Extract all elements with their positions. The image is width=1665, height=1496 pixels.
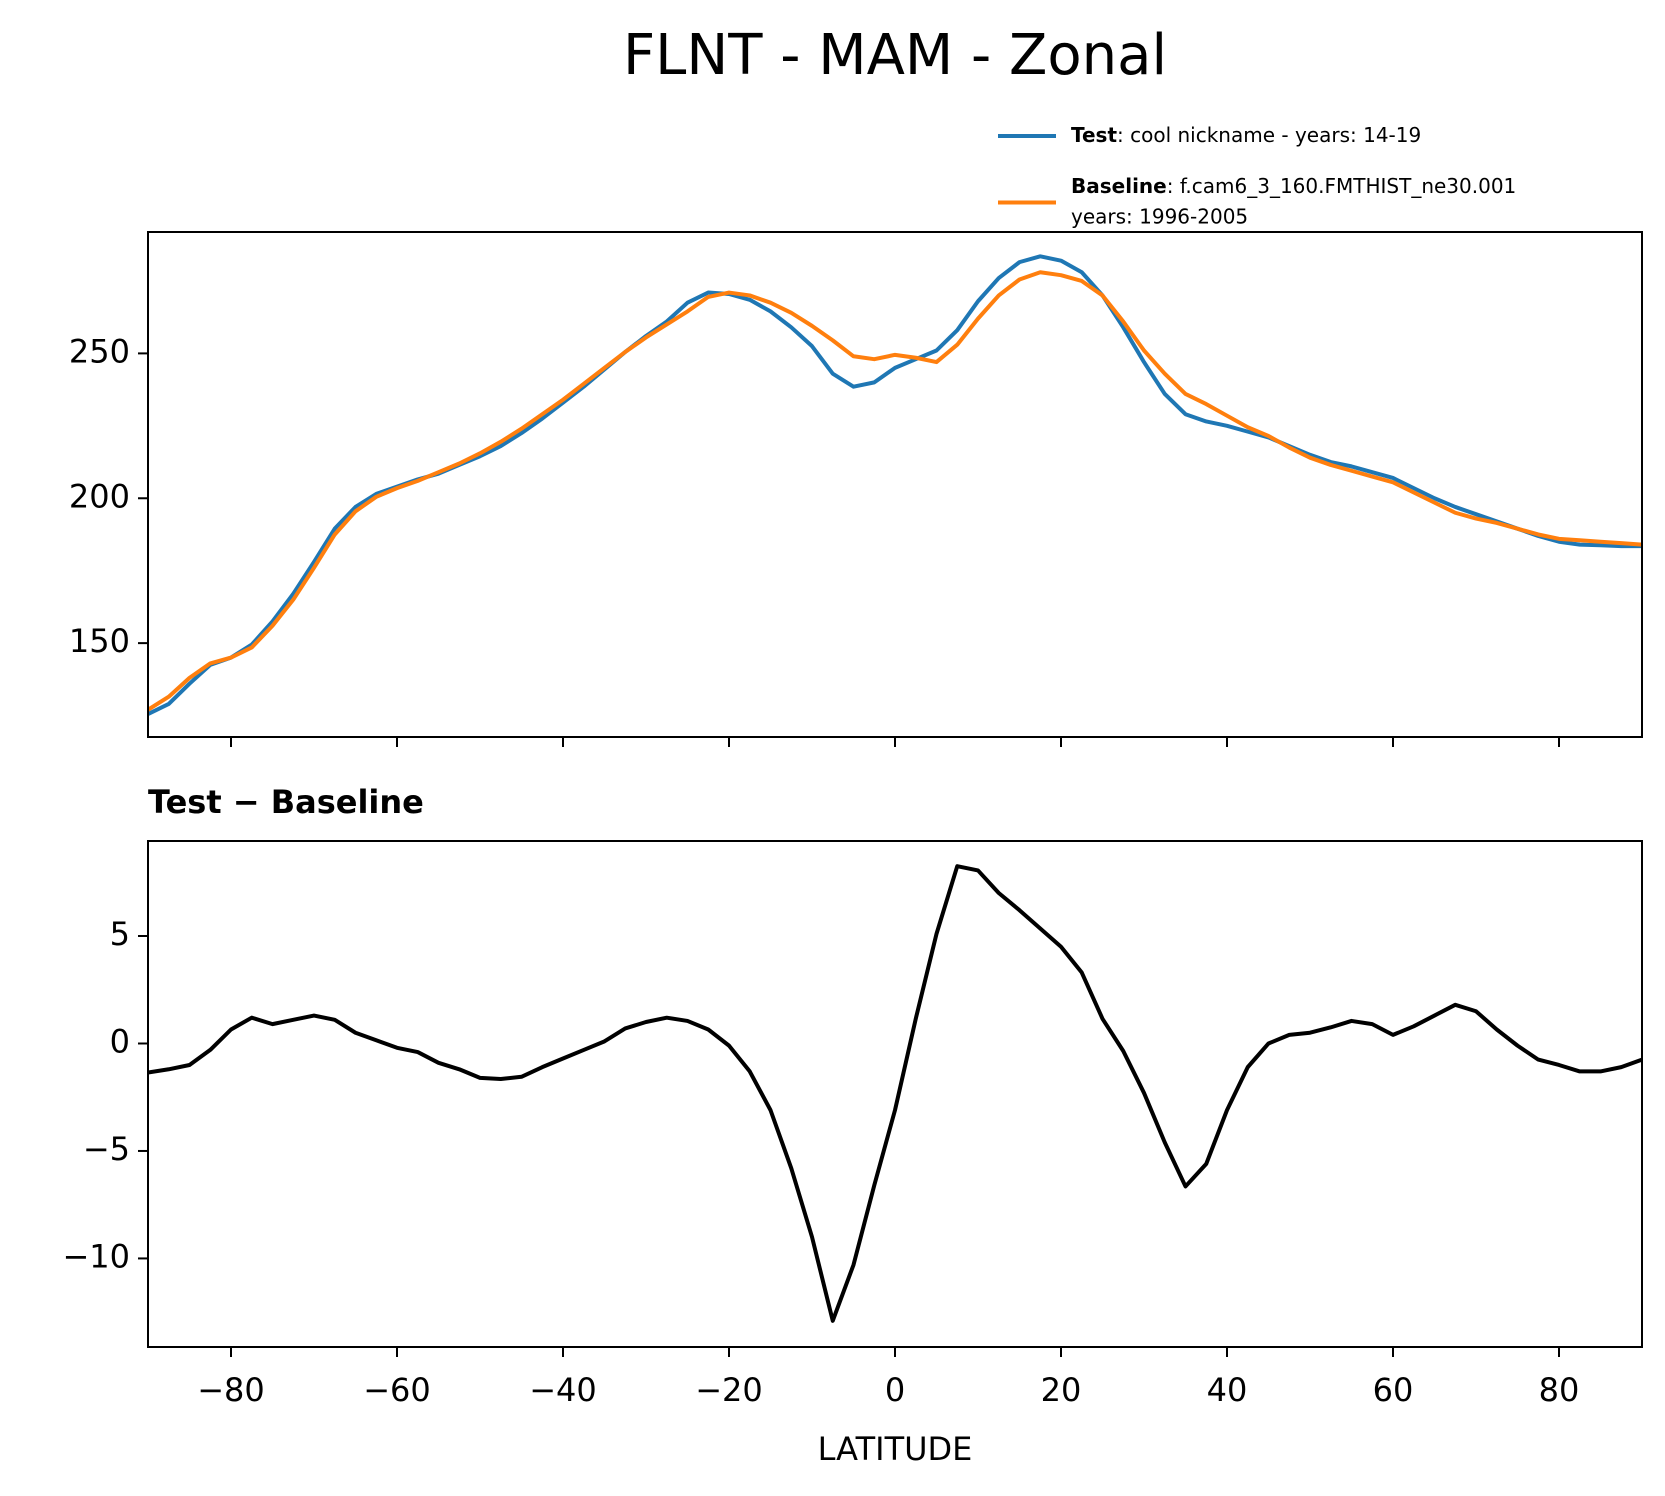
y-tick-label: 150	[69, 622, 130, 660]
legend-label: : f.cam6_3_160.FMTHIST_ne30.001	[1167, 174, 1517, 198]
x-tick-label: −80	[197, 1371, 265, 1409]
x-tick-label: −20	[695, 1371, 763, 1409]
data-line	[148, 270, 1642, 712]
y-tick-label: 250	[69, 332, 130, 370]
figure-title: FLNT - MAM - Zonal	[623, 23, 1167, 88]
x-tick-label: −60	[363, 1371, 431, 1409]
axes-frame	[147, 231, 1643, 738]
legend-label: : cool nickname - years: 14-19	[1117, 123, 1421, 147]
x-tick-label: 60	[1373, 1371, 1414, 1409]
x-tick-label: 80	[1539, 1371, 1580, 1409]
x-axis-label: LATITUDE	[818, 1430, 973, 1468]
x-tick-label: −40	[529, 1371, 597, 1409]
legend-text: Test: cool nickname - years: 14-19	[1071, 123, 1421, 147]
legend-text: Baseline: f.cam6_3_160.FMTHIST_ne30.001	[1071, 174, 1516, 198]
y-tick-label: 5	[110, 915, 130, 953]
axes-title: Test − Baseline	[148, 783, 424, 821]
y-tick-label: 200	[69, 477, 130, 515]
y-tick-label: −5	[83, 1130, 130, 1168]
data-line	[148, 254, 1642, 716]
legend-name: Test	[1071, 123, 1117, 147]
x-tick-label: 40	[1207, 1371, 1248, 1409]
y-tick-label: 0	[110, 1022, 130, 1060]
x-tick-label: 20	[1041, 1371, 1082, 1409]
legend-label: years: 1996-2005	[1071, 205, 1248, 229]
x-tick-label: 0	[885, 1371, 905, 1409]
data-line	[148, 864, 1642, 1323]
legend-name: Baseline	[1071, 174, 1167, 198]
y-tick-label: −10	[62, 1237, 130, 1275]
axes-frame	[147, 840, 1643, 1348]
